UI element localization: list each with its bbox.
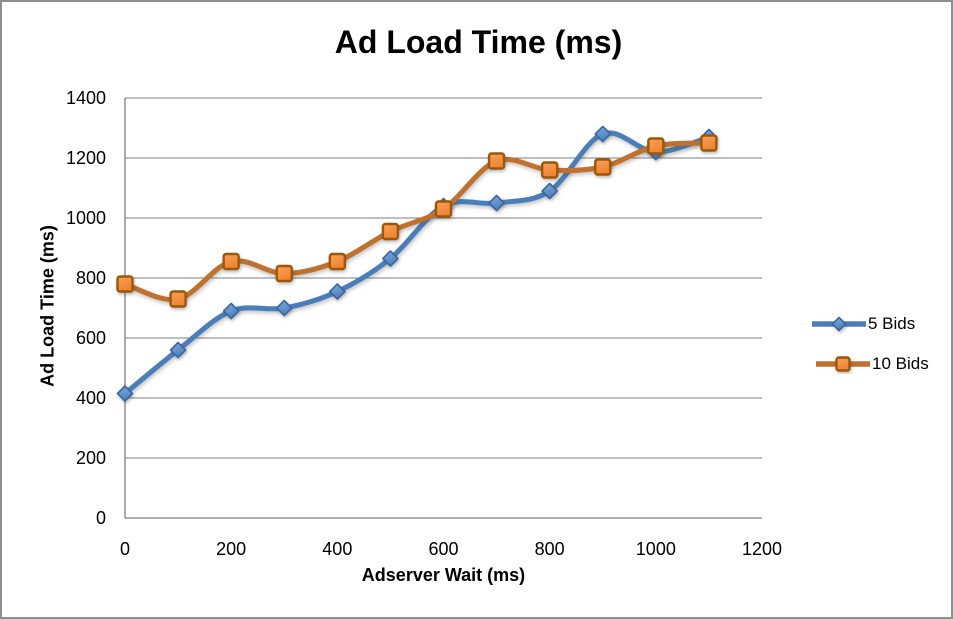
legend-line-marker-sample-icon [816, 356, 870, 372]
data-point-square [594, 158, 612, 176]
x-tick-label: 800 [535, 539, 565, 559]
x-tick-label: 400 [322, 539, 352, 559]
series-line [122, 140, 712, 303]
data-point-square [434, 200, 453, 218]
data-point-square [275, 264, 293, 283]
series-10-bids [116, 134, 718, 308]
x-tick-label: 600 [428, 539, 458, 559]
legend-item-10-bids: 10 Bids [816, 353, 929, 375]
x-tick-label: 1000 [636, 539, 676, 559]
legend-label: 10 Bids [872, 354, 929, 373]
data-point-diamond [382, 250, 399, 267]
chart-title: Ad Load Time (ms) [334, 24, 623, 60]
x-tick-label: 0 [120, 539, 130, 559]
data-point-diamond [116, 385, 134, 402]
data-point-diamond [594, 125, 612, 143]
data-point-diamond [275, 299, 293, 317]
legend-line-marker-sample-icon [812, 316, 866, 332]
y-axis-title: Ad Load Time (ms) [37, 225, 58, 387]
y-tick-label: 1200 [66, 148, 106, 168]
data-point-diamond [541, 182, 558, 200]
data-point-square [487, 152, 506, 170]
data-point-square [540, 161, 559, 179]
y-tick-label: 1000 [66, 208, 106, 228]
x-tick-label: 200 [216, 539, 246, 559]
x-tick-label: 1200 [742, 539, 782, 559]
data-point-square [647, 137, 665, 155]
data-point-square [169, 290, 187, 308]
data-point-square [222, 252, 240, 271]
data-point-square [700, 134, 718, 152]
data-point-diamond [222, 302, 240, 320]
data-point-square [835, 356, 851, 372]
data-point-square [328, 252, 347, 271]
legend-item-5-bids: 5 Bids [812, 313, 929, 335]
y-tick-label: 1400 [66, 88, 106, 108]
y-tick-label: 800 [76, 268, 106, 288]
y-tick-label: 200 [76, 448, 106, 468]
series-5-bids [116, 125, 718, 402]
data-point-diamond [329, 283, 346, 300]
series-line [122, 130, 712, 396]
legend-label: 5 Bids [868, 314, 916, 333]
data-point-diamond [831, 316, 847, 332]
data-point-diamond [488, 194, 505, 212]
y-tick-label: 0 [96, 508, 106, 528]
x-axis-title: Adserver Wait (ms) [361, 565, 526, 585]
y-tick-label: 400 [76, 388, 106, 408]
data-point-diamond [169, 341, 187, 359]
legend: 5 Bids 10 Bids [812, 313, 929, 393]
data-point-square [381, 222, 400, 241]
y-tick-label: 600 [76, 328, 106, 348]
data-point-square [116, 275, 134, 293]
